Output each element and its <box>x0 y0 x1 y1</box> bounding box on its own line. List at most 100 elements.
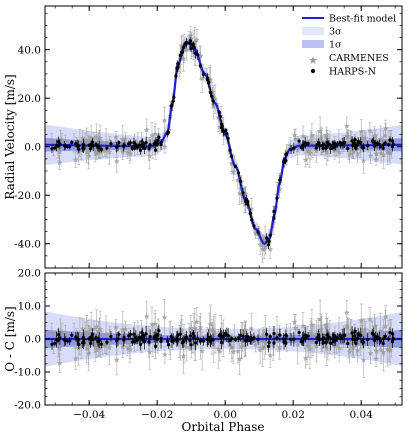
carmenes-point <box>384 346 391 352</box>
residual-panel: -20.0 -10.0 0.0 10.0 20.0 −0.04 −0.02 0.00 0.02… <box>3 268 403 434</box>
harps-point <box>89 142 93 146</box>
carmenes-point <box>229 160 235 166</box>
harps-point <box>265 332 269 336</box>
harps-point <box>105 340 109 344</box>
harps-point <box>230 154 234 159</box>
harps-point <box>314 340 318 345</box>
carmenes-point <box>371 323 378 330</box>
carmenes-point <box>360 157 367 164</box>
carmenes-point <box>388 145 395 152</box>
carmenes-point <box>248 325 255 331</box>
harps-point <box>159 140 163 145</box>
harps-point <box>356 139 360 143</box>
harps-point <box>175 337 179 341</box>
harps-point <box>236 171 241 175</box>
carmenes-point <box>304 342 310 348</box>
harps-point <box>282 337 286 342</box>
carmenes-point <box>217 348 223 354</box>
harps-point <box>208 339 213 344</box>
harps-point <box>218 114 222 119</box>
harps-point <box>134 143 138 147</box>
carmenes-point <box>324 345 330 351</box>
harps-point <box>56 144 60 148</box>
carmenes-point <box>378 150 384 156</box>
harps-point <box>109 142 113 146</box>
harps-point <box>388 330 392 335</box>
carmenes-point <box>270 342 276 348</box>
carmenes-point <box>267 246 274 252</box>
carmenes-point <box>318 135 324 141</box>
harps-point <box>180 341 184 345</box>
rv-x-ticks <box>54 6 396 268</box>
harps-point <box>366 144 370 148</box>
harps-point <box>278 333 282 337</box>
carmenes-point <box>292 325 299 331</box>
carmenes-point <box>354 150 361 157</box>
carmenes-point <box>384 149 391 155</box>
harps-point <box>299 146 303 150</box>
carmenes-point <box>56 148 63 155</box>
carmenes-point <box>348 327 354 333</box>
harps-point <box>241 191 245 195</box>
harps-point <box>178 332 182 336</box>
harps-point <box>299 340 303 344</box>
harps-point <box>188 39 193 43</box>
carmenes-point <box>56 360 63 366</box>
carmenes-point <box>318 137 325 144</box>
carmenes-point <box>236 356 243 362</box>
carmenes-point <box>291 319 298 325</box>
carmenes-point <box>127 147 133 154</box>
y-tick-label: 20.0 <box>18 93 41 105</box>
carmenes-point <box>103 139 109 146</box>
harps-point <box>58 336 62 340</box>
harps-point <box>297 330 301 335</box>
legend-carmenes-marker: ★ <box>308 54 318 67</box>
carmenes-point <box>287 331 294 337</box>
carmenes-point <box>215 345 222 352</box>
harps-point <box>268 233 272 237</box>
harps-point <box>324 340 328 344</box>
carmenes-point <box>59 328 65 335</box>
legend-3sigma-swatch <box>302 27 324 35</box>
carmenes-point <box>358 128 365 135</box>
carmenes-point <box>350 148 357 154</box>
carmenes-point <box>248 206 255 212</box>
legend-1sigma-swatch <box>302 40 324 48</box>
carmenes-point <box>360 357 367 363</box>
carmenes-point <box>212 96 218 102</box>
harps-point <box>233 164 238 169</box>
carmenes-point <box>276 344 283 350</box>
harps-point <box>127 142 131 146</box>
legend-model-label: Best-fit model <box>329 14 396 25</box>
carmenes-point <box>315 329 322 335</box>
carmenes-point <box>197 326 203 333</box>
harps-point <box>192 336 196 340</box>
carmenes-point <box>367 350 374 356</box>
carmenes-point <box>194 37 200 43</box>
harps-point <box>284 159 288 163</box>
carmenes-point <box>162 143 168 150</box>
carmenes-point <box>85 329 91 335</box>
carmenes-point <box>230 169 237 175</box>
harps-point <box>138 342 143 347</box>
harps-point <box>292 337 296 341</box>
harps-point <box>70 333 74 337</box>
harps-point <box>392 337 396 341</box>
harps-point <box>182 45 186 49</box>
harps-point <box>171 337 175 341</box>
residual-x-ticks: −0.04 −0.02 0.00 0.02 0.04 <box>54 273 396 421</box>
harps-point <box>68 339 72 343</box>
carmenes-point <box>362 135 369 141</box>
carmenes-point <box>256 333 263 340</box>
harps-point <box>88 341 93 345</box>
harps-point <box>391 139 395 143</box>
rv-panel-frame <box>44 5 403 269</box>
harps-point <box>143 340 147 344</box>
carmenes-point <box>120 341 127 347</box>
carmenes-point <box>149 321 155 327</box>
harps-point <box>379 145 383 149</box>
carmenes-point <box>230 349 237 355</box>
harps-point <box>317 141 321 145</box>
harps-point <box>201 339 206 343</box>
harps-point <box>376 142 380 146</box>
